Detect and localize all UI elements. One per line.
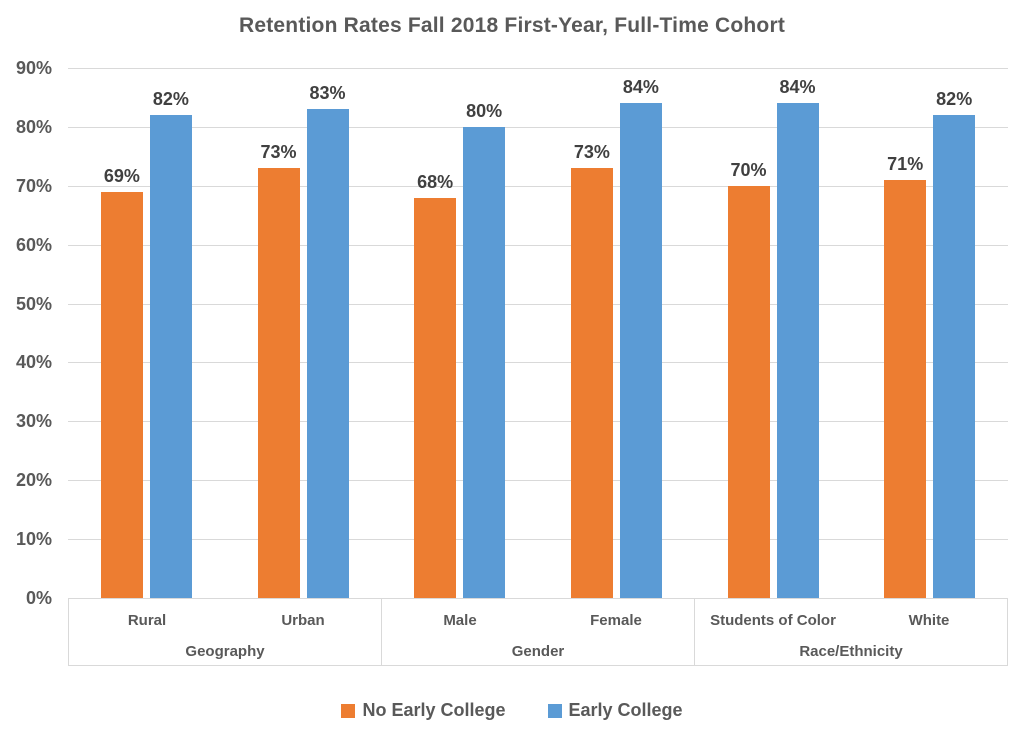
bar-group-white: 71% 82% [851, 68, 1008, 598]
category-label: Urban [281, 612, 325, 630]
gridline [68, 362, 1008, 364]
bar-early-college [776, 103, 819, 598]
data-label: 73% [573, 142, 610, 163]
data-label: 70% [730, 159, 767, 180]
bar-group-urban: 73% 83% [225, 68, 382, 598]
bar-no-early-college [570, 168, 613, 598]
gridline [68, 126, 1008, 128]
data-label: 84% [622, 77, 659, 98]
data-label: 84% [779, 77, 816, 98]
gridline [68, 185, 1008, 187]
category-row: Male Female [382, 604, 694, 637]
gridline [68, 539, 1008, 541]
gridline [68, 244, 1008, 246]
category-row: Rural Urban [69, 604, 381, 637]
y-tick-label: 30% [15, 411, 52, 432]
bar-column: 80% [463, 68, 506, 598]
data-label: 73% [260, 142, 297, 163]
gridline [68, 480, 1008, 482]
bar-column: 82% [933, 68, 976, 598]
legend: No Early College Early College [0, 700, 1024, 721]
legend-swatch-icon [547, 703, 562, 718]
bar-slots: 69% 82% 73% 83% 68% 80% 73% 84% 70% 84% 71% 82% [68, 68, 1008, 598]
y-tick-label: 10% [15, 529, 52, 550]
bar-column: 83% [306, 68, 349, 598]
axis-group-geography: Rural Urban Geography [68, 599, 381, 665]
legend-item-early-college: Early College [547, 700, 683, 721]
data-label: 82% [152, 89, 189, 110]
legend-label: No Early College [362, 700, 506, 720]
chart-title: Retention Rates Fall 2018 First-Year, Fu… [238, 14, 786, 37]
x-axis: Rural Urban Geography Male Female Gender Stude… [68, 598, 1008, 666]
bar-no-early-college [257, 168, 300, 598]
bar-column: 71% [884, 68, 927, 598]
data-label: 69% [103, 165, 140, 186]
gridline [68, 303, 1008, 305]
category-label: White [908, 612, 950, 630]
y-tick-label: 80% [15, 116, 52, 137]
axis-group-gender: Male Female Gender [381, 599, 694, 665]
bar-column: 73% [257, 68, 300, 598]
bar-no-early-college [884, 179, 927, 598]
axis-group-race-ethnicity: Students of Color White Race/Ethnicity [694, 599, 1007, 665]
category-label: Male [443, 612, 477, 630]
data-label: 71% [887, 153, 924, 174]
bar-no-early-college [414, 197, 457, 598]
gridline [68, 421, 1008, 423]
y-tick-label: 60% [15, 234, 52, 255]
bar-column: 82% [149, 68, 192, 598]
bar-early-college [463, 126, 506, 598]
y-tick-label: 0% [25, 588, 52, 608]
bar-group-female: 73% 84% [538, 68, 695, 598]
bar-no-early-college [727, 185, 770, 598]
y-tick-label: 40% [15, 352, 52, 373]
y-tick-label: 20% [15, 470, 52, 491]
bar-column: 68% [414, 68, 457, 598]
category-row: Students of Color White [695, 604, 1007, 637]
group-label: Gender [511, 642, 565, 660]
y-tick-label: 90% [15, 58, 52, 78]
category-label: Rural [127, 612, 167, 630]
group-label: Geography [185, 642, 265, 660]
bar-column: 84% [619, 68, 662, 598]
bar-early-college [619, 103, 662, 598]
bar-group-male: 68% 80% [381, 68, 538, 598]
y-tick-label: 50% [15, 293, 52, 314]
legend-label: Early College [568, 700, 683, 720]
bar-no-early-college [100, 191, 143, 598]
plot-area: 69% 82% 73% 83% 68% 80% 73% 84% 70% 84% 71% 82% [68, 68, 1008, 599]
bar-column: 73% [570, 68, 613, 598]
y-tick-label: 70% [15, 175, 52, 196]
group-label: Race/Ethnicity [799, 642, 903, 660]
bar-group-rural: 69% 82% [68, 68, 225, 598]
bar-column: 70% [727, 68, 770, 598]
bar-column: 69% [100, 68, 143, 598]
bar-column: 84% [776, 68, 819, 598]
bar-early-college [149, 115, 192, 598]
data-label: 68% [417, 171, 454, 192]
data-label: 82% [936, 89, 973, 110]
category-label: Female [590, 612, 642, 630]
bar-early-college [933, 115, 976, 598]
category-label: Students of Color [710, 612, 836, 630]
data-label: 80% [466, 100, 503, 121]
legend-item-no-early-college: No Early College [341, 700, 506, 721]
y-axis: 0% 10% 20% 30% 40% 50% 60% 70% 80% 90% [0, 58, 54, 608]
legend-swatch-icon [341, 703, 356, 718]
bar-group-students-of-color: 70% 84% [695, 68, 852, 598]
bar-early-college [306, 109, 349, 598]
data-label: 83% [309, 83, 346, 104]
gridline [68, 68, 1008, 69]
